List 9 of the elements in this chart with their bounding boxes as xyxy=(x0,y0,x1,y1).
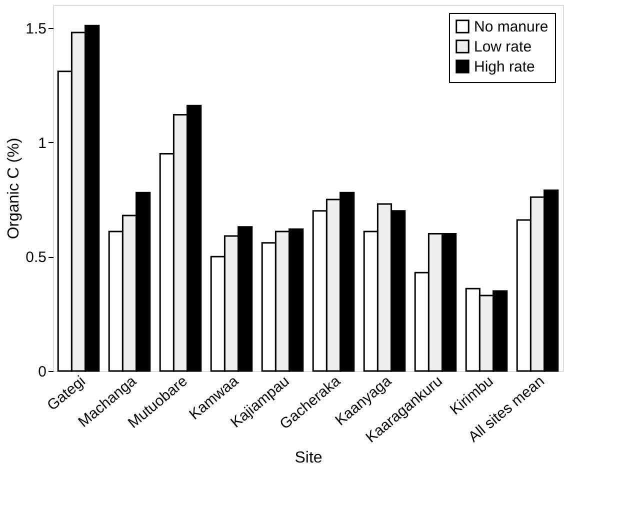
y-tick-label: 0.5 xyxy=(26,249,46,266)
y-tick-label: 0 xyxy=(38,364,46,380)
legend-label: No manure xyxy=(474,18,548,36)
y-axis-title: Organic C (%) xyxy=(6,138,23,240)
y-tick-label: 1.5 xyxy=(26,20,46,38)
legend-label: Low rate xyxy=(474,38,532,56)
legend-label: High rate xyxy=(474,58,535,76)
x-axis-title: Site xyxy=(294,450,322,467)
y-tick-label: 1 xyxy=(38,134,46,152)
